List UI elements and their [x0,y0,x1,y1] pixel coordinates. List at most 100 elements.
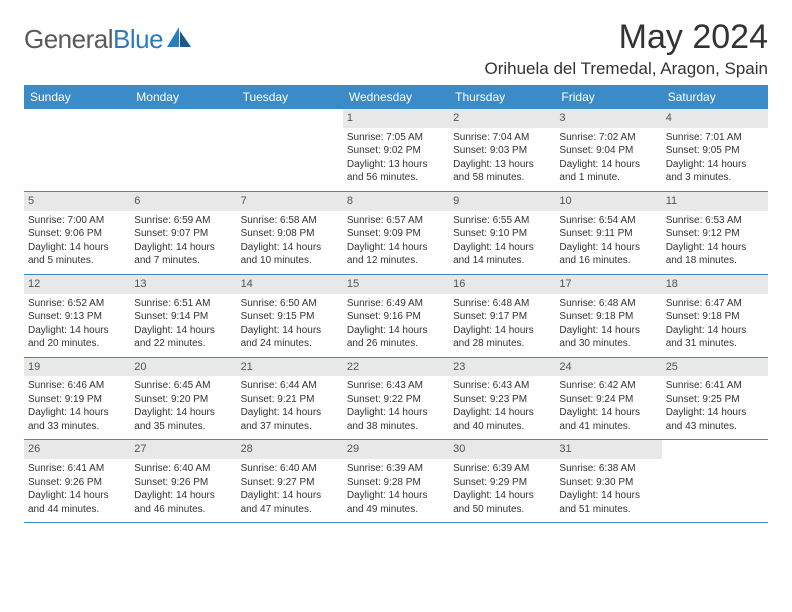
sunrise-line: Sunrise: 6:43 AM [347,379,445,393]
sunset-line: Sunset: 9:20 PM [134,393,232,407]
sunset-line: Sunset: 9:14 PM [134,310,232,324]
daylight-line: Daylight: 14 hours and 49 minutes. [347,489,445,516]
day-cell: 23Sunrise: 6:43 AMSunset: 9:23 PMDayligh… [449,358,555,440]
sunrise-line: Sunrise: 7:05 AM [347,131,445,145]
sunset-line: Sunset: 9:16 PM [347,310,445,324]
location: Orihuela del Tremedal, Aragon, Spain [484,59,768,79]
weeks-container: 1Sunrise: 7:05 AMSunset: 9:02 PMDaylight… [24,109,768,523]
day-number: 31 [555,440,661,459]
day-cell: 3Sunrise: 7:02 AMSunset: 9:04 PMDaylight… [555,109,661,191]
day-number: 25 [662,358,768,377]
day-number: 14 [237,275,343,294]
sunrise-line: Sunrise: 6:50 AM [241,297,339,311]
daylight-line: Daylight: 14 hours and 41 minutes. [559,406,657,433]
day-number: 26 [24,440,130,459]
daylight-line: Daylight: 14 hours and 12 minutes. [347,241,445,268]
daylight-line: Daylight: 14 hours and 33 minutes. [28,406,126,433]
day-cell: 27 Sunrise: 6:40 AMSunset: 9:26 PMDayligh… [130,440,236,522]
sunrise-line: Sunrise: 6:41 AM [28,462,126,476]
sunset-line: Sunset: 9:08 PM [241,227,339,241]
sunset-line: Sunset: 9:04 PM [559,144,657,158]
dow-header-row: SundayMondayTuesdayWednesdayThursdayFrid… [24,85,768,109]
dow-cell: Friday [555,85,661,109]
day-number: 13 [130,275,236,294]
day-cell: 7Sunrise: 6:58 AMSunset: 9:08 PMDaylight… [237,192,343,274]
month-title: May 2024 [484,18,768,57]
day-cell: 12Sunrise: 6:52 AMSunset: 9:13 PMDayligh… [24,275,130,357]
dow-cell: Saturday [662,85,768,109]
day-cell [662,440,768,522]
header: GeneralBlue May 2024 Orihuela del Tremed… [24,18,768,79]
daylight-line: Daylight: 14 hours and 28 minutes. [453,324,551,351]
week-row: 19Sunrise: 6:46 AMSunset: 9:19 PMDayligh… [24,358,768,441]
sunrise-line: Sunrise: 6:39 AM [347,462,445,476]
sunrise-line: Sunrise: 6:44 AM [241,379,339,393]
day-number: 24 [555,358,661,377]
day-number: 11 [662,192,768,211]
sunset-line: Sunset: 9:12 PM [666,227,764,241]
day-cell: 2Sunrise: 7:04 AMSunset: 9:03 PMDaylight… [449,109,555,191]
day-cell [130,109,236,191]
sunrise-line: Sunrise: 6:39 AM [453,462,551,476]
calendar-page: GeneralBlue May 2024 Orihuela del Tremed… [0,0,792,541]
week-row: 1Sunrise: 7:05 AMSunset: 9:02 PMDaylight… [24,109,768,192]
day-number: 7 [237,192,343,211]
day-cell: 20Sunrise: 6:45 AMSunset: 9:20 PMDayligh… [130,358,236,440]
sunrise-line: Sunrise: 7:01 AM [666,131,764,145]
sunset-line: Sunset: 9:06 PM [28,227,126,241]
daylight-line: Daylight: 14 hours and 3 minutes. [666,158,764,185]
sunrise-line: Sunrise: 6:40 AM [134,462,232,476]
sunrise-line: Sunrise: 6:42 AM [559,379,657,393]
day-number: 6 [130,192,236,211]
day-cell: 5Sunrise: 7:00 AMSunset: 9:06 PMDaylight… [24,192,130,274]
day-number: 27 [130,440,236,459]
day-number: 19 [24,358,130,377]
dow-cell: Wednesday [343,85,449,109]
day-number: 23 [449,358,555,377]
sunset-line: Sunset: 9:26 PM [134,476,232,490]
day-cell: 6Sunrise: 6:59 AMSunset: 9:07 PMDaylight… [130,192,236,274]
sunset-line: Sunset: 9:29 PM [453,476,551,490]
sunset-line: Sunset: 9:18 PM [666,310,764,324]
daylight-line: Daylight: 14 hours and 20 minutes. [28,324,126,351]
day-number: 20 [130,358,236,377]
day-cell: 24Sunrise: 6:42 AMSunset: 9:24 PMDayligh… [555,358,661,440]
brand-part1: General [24,24,113,54]
day-cell: 15Sunrise: 6:49 AMSunset: 9:16 PMDayligh… [343,275,449,357]
daylight-line: Daylight: 13 hours and 58 minutes. [453,158,551,185]
day-number: 28 [237,440,343,459]
dow-cell: Thursday [449,85,555,109]
sunrise-line: Sunrise: 6:58 AM [241,214,339,228]
daylight-line: Daylight: 14 hours and 46 minutes. [134,489,232,516]
day-cell: 1Sunrise: 7:05 AMSunset: 9:02 PMDaylight… [343,109,449,191]
day-number: 5 [24,192,130,211]
dow-cell: Monday [130,85,236,109]
sunset-line: Sunset: 9:30 PM [559,476,657,490]
sunset-line: Sunset: 9:11 PM [559,227,657,241]
day-cell: 21Sunrise: 6:44 AMSunset: 9:21 PMDayligh… [237,358,343,440]
sunrise-line: Sunrise: 6:53 AM [666,214,764,228]
day-number: 17 [555,275,661,294]
day-number: 10 [555,192,661,211]
sunrise-line: Sunrise: 7:02 AM [559,131,657,145]
sunrise-line: Sunrise: 6:52 AM [28,297,126,311]
sunrise-line: Sunrise: 7:04 AM [453,131,551,145]
daylight-line: Daylight: 14 hours and 18 minutes. [666,241,764,268]
sunset-line: Sunset: 9:27 PM [241,476,339,490]
sunrise-line: Sunrise: 6:48 AM [559,297,657,311]
sunset-line: Sunset: 9:22 PM [347,393,445,407]
daylight-line: Daylight: 14 hours and 38 minutes. [347,406,445,433]
sunset-line: Sunset: 9:07 PM [134,227,232,241]
daylight-line: Daylight: 14 hours and 24 minutes. [241,324,339,351]
day-cell: 10Sunrise: 6:54 AMSunset: 9:11 PMDayligh… [555,192,661,274]
dow-cell: Sunday [24,85,130,109]
day-cell: 26 Sunrise: 6:41 AMSunset: 9:26 PMDayligh… [24,440,130,522]
sunrise-line: Sunrise: 6:59 AM [134,214,232,228]
sunset-line: Sunset: 9:26 PM [28,476,126,490]
sunset-line: Sunset: 9:21 PM [241,393,339,407]
daylight-line: Daylight: 14 hours and 26 minutes. [347,324,445,351]
sunrise-line: Sunrise: 6:49 AM [347,297,445,311]
sunrise-line: Sunrise: 6:43 AM [453,379,551,393]
sunrise-line: Sunrise: 6:47 AM [666,297,764,311]
daylight-line: Daylight: 14 hours and 44 minutes. [28,489,126,516]
